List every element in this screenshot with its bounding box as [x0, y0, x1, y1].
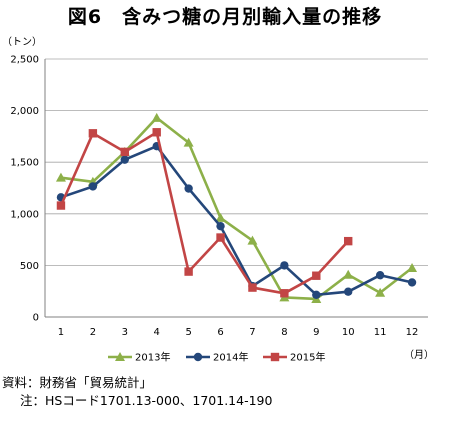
data-point	[184, 184, 193, 193]
legend-marker	[270, 352, 280, 362]
x-tick-label: 2	[90, 327, 96, 338]
x-tick-label: 5	[185, 327, 191, 338]
y-axis-label: （トン）	[2, 36, 42, 48]
series-3	[56, 128, 353, 298]
y-tick-label: 2,000	[10, 106, 39, 117]
data-point	[375, 287, 386, 297]
y-tick-label: 500	[20, 261, 39, 272]
data-point	[344, 236, 353, 246]
x-tick-label: 10	[342, 327, 355, 338]
data-point	[55, 172, 66, 182]
notes: 資料：財務省「貿易統計」 注：HSコード1701.13-000、1701.14-…	[2, 374, 272, 410]
data-point	[216, 233, 225, 242]
x-tick-label: 1	[58, 327, 64, 338]
data-point	[407, 262, 418, 272]
data-point	[151, 112, 162, 122]
data-point	[56, 201, 66, 210]
source-note: 資料：財務省「貿易統計」	[2, 375, 153, 390]
series-line	[60, 116, 413, 301]
legend-label: 2014年	[213, 351, 248, 364]
hs-code-note: 注：HSコード1701.13-000、1701.14-190	[20, 393, 273, 408]
data-point	[312, 271, 321, 280]
legend: 2013年 2014年 2015年	[108, 351, 325, 364]
y-tick-labels: 0 500 1,000 1,500 2,000 2,500	[10, 55, 39, 324]
x-tick-label: 6	[217, 327, 223, 338]
data-point	[216, 221, 225, 231]
y-tick-label: 2,500	[10, 55, 39, 66]
y-tick-label: 1,000	[10, 209, 39, 220]
y-tick-label: 0	[33, 313, 39, 324]
legend-marker	[193, 352, 203, 362]
x-tick-labels: 1 2 3 4 5 6 7 8 9 10 11 12	[58, 327, 419, 338]
legend-item: 2015年	[263, 351, 325, 364]
data-point	[247, 235, 258, 245]
x-tick-label: 4	[154, 327, 160, 338]
grid-lines	[45, 58, 428, 266]
legend-item: 2014年	[186, 351, 248, 364]
data-point	[120, 147, 129, 157]
data-point	[88, 182, 98, 191]
axes	[44, 59, 428, 318]
x-tick-label: 9	[313, 327, 319, 338]
data-point	[280, 289, 289, 298]
data-point	[407, 278, 417, 287]
x-tick-label: 3	[122, 327, 128, 338]
data-point	[152, 128, 161, 137]
data-point	[280, 261, 289, 270]
data-point	[375, 271, 385, 280]
x-tick-label: 7	[249, 327, 255, 338]
chart-title: 図6 含みつ糖の月別輸入量の推移	[67, 6, 383, 28]
data-point	[248, 283, 257, 292]
legend-item: 2013年	[108, 351, 170, 364]
x-axis-label: （月）	[404, 349, 434, 361]
x-tick-label: 11	[374, 327, 387, 338]
data-point	[184, 267, 193, 276]
data-point	[344, 287, 353, 296]
series-lines	[55, 112, 418, 303]
series-line	[59, 131, 350, 295]
series-1	[55, 112, 418, 303]
data-point	[215, 212, 226, 222]
data-point	[343, 269, 354, 279]
data-point	[312, 290, 321, 300]
legend-label: 2013年	[135, 351, 170, 364]
x-tick-label: 12	[406, 327, 419, 338]
data-point	[183, 137, 194, 147]
series-line	[60, 144, 413, 297]
legend-label: 2015年	[290, 351, 325, 364]
data-point	[120, 155, 129, 164]
data-point	[88, 129, 98, 138]
x-tick-label: 8	[281, 327, 287, 338]
legend-marker	[115, 352, 125, 361]
y-tick-label: 1,500	[10, 158, 39, 169]
